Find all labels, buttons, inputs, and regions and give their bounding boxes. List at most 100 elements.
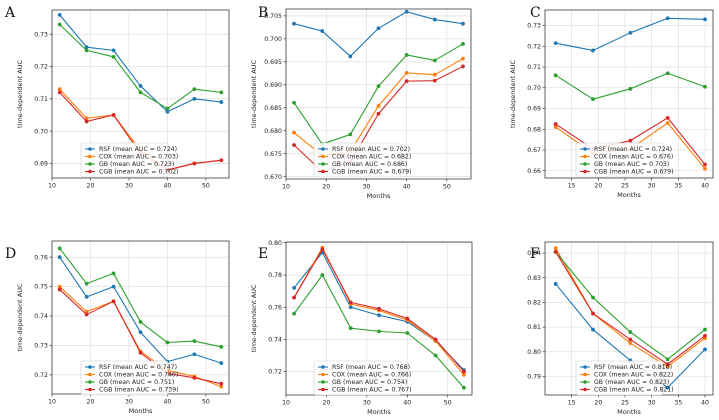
plot-frame [51,9,230,179]
legend-marker-cgb [583,387,587,392]
data-point-rsf [591,48,595,53]
data-point-cox [703,166,707,171]
x-axis-label: Months [367,192,391,200]
x-tick-label: 40 [701,183,709,190]
data-point-gb [553,73,558,78]
legend-marker-gb [321,380,325,384]
legend-marker-rsf [583,365,587,369]
data-point-gb [432,58,437,63]
x-tick-label: 20 [594,183,602,190]
data-point-gb [348,132,353,137]
data-point-cgb [84,119,89,124]
legend-box [80,360,169,396]
panel-letter: A [4,5,16,21]
y-tick-label: 0.73 [34,343,48,350]
x-axis-label: Months [617,191,641,199]
legend: RSF (mean AUC = 0.768)COX (mean AUC = 0.… [313,360,412,396]
y-tick-label: 0.70 [527,85,541,92]
data-point-rsf [111,48,116,53]
legend: RSF (mean AUC = 0.702)COX (mean AUC = 0.… [313,142,412,178]
data-point-rsf [432,17,437,22]
data-point-cgb [553,249,558,254]
data-point-cgb [377,306,381,311]
data-point-cgb [462,369,466,374]
x-tick-label: 50 [443,184,451,191]
data-point-gb [165,106,170,111]
legend-label-cgb: CGB (mean AUC = 0.679) [332,169,412,176]
legend-marker-gb [88,380,92,384]
data-point-gb [376,84,381,89]
data-point-gb [219,345,224,349]
data-point-rsf [192,352,197,357]
legend-marker-rsf [583,147,587,151]
legend-marker-rsf [321,147,325,151]
x-tick-label: 20 [87,183,95,190]
y-tick-label: 0.685 [264,105,282,112]
legend-marker-cox [88,154,92,159]
data-point-gb [192,87,197,92]
legend-label-cox: COX (mean AUC = 0.682) [332,154,411,161]
legend-marker-cgb [88,387,92,392]
data-point-rsf [665,385,670,390]
legend-label-gb: GB (mean AUC = 0.723) [99,161,174,168]
legend-label-cox: COX (mean AUC = 0.703) [99,154,178,161]
legend-marker-cox [583,372,587,377]
y-tick-label: 0.83 [527,275,541,282]
x-axis-label: Months [129,407,153,415]
legend-marker-cox [321,372,325,377]
data-point-rsf [138,330,143,335]
data-point-cgb [320,247,325,252]
legend-label-cox: COX (mean AUC = 0.740) [99,372,178,379]
data-point-rsf [553,282,558,286]
legend-label-rsf: RSF (mean AUC = 0.702) [332,146,410,153]
legend-box [80,142,169,178]
legend-label-cox: COX (mean AUC = 0.676) [594,154,673,161]
data-point-cgb [665,115,670,120]
plot-frame [285,8,472,180]
series-line-gb [293,43,464,145]
data-point-cgb [84,312,89,317]
x-tick-label: 25 [621,183,629,190]
legend-label-cox: COX (mean AUC = 0.822) [594,372,673,379]
data-point-cox [57,87,62,92]
data-point-cgb [111,113,116,117]
legend-marker-rsf [88,365,92,369]
series-line-gb [555,72,706,100]
data-point-gb [320,273,325,277]
y-tick-label: 0.72 [34,64,48,71]
data-point-rsf [461,21,465,26]
data-point-gb [165,340,170,345]
data-point-cox [665,121,670,125]
legend-marker-cgb [321,387,325,392]
y-tick-label: 0.73 [527,23,541,30]
legend-marker-cgb [321,169,325,174]
y-tick-label: 0.72 [527,43,541,50]
series-line-rsf [293,11,464,57]
x-tick-label: 50 [444,400,452,407]
chart-panel-d: 0.72 0.73 0.74 0.75 0.76 10 20 30 40 50 Months time… [5,240,230,415]
y-tick-label: 0.79 [527,374,541,381]
data-point-cox [84,309,89,314]
data-point-rsf [84,295,89,299]
data-point-cgb [192,161,197,166]
data-point-gb [665,71,670,76]
x-tick-label: 10 [48,399,56,406]
y-tick-label: 0.81 [527,324,541,331]
data-point-gb [111,271,116,276]
y-tick-label: 0.670 [264,174,282,181]
legend-label-cgb: CGB (mean AUC = 0.702) [99,169,179,176]
panel-letter: D [5,246,16,262]
y-tick-label: 0.74 [34,313,48,320]
data-point-gb [219,90,224,95]
y-tick-label: 0.74 [268,337,282,344]
data-point-cgb [292,143,296,147]
legend-label-cgb: CGB (mean AUC = 0.739) [99,387,179,394]
legend-marker-gb [583,380,587,384]
data-point-gb [138,320,143,324]
legend-label-cgb: CGB (mean AUC = 0.767) [332,387,412,394]
data-point-rsf [377,313,381,318]
x-tick-label: 30 [362,184,370,191]
y-tick-label: 0.675 [264,151,282,158]
data-point-cox [628,341,633,346]
data-point-cgb [292,295,296,300]
